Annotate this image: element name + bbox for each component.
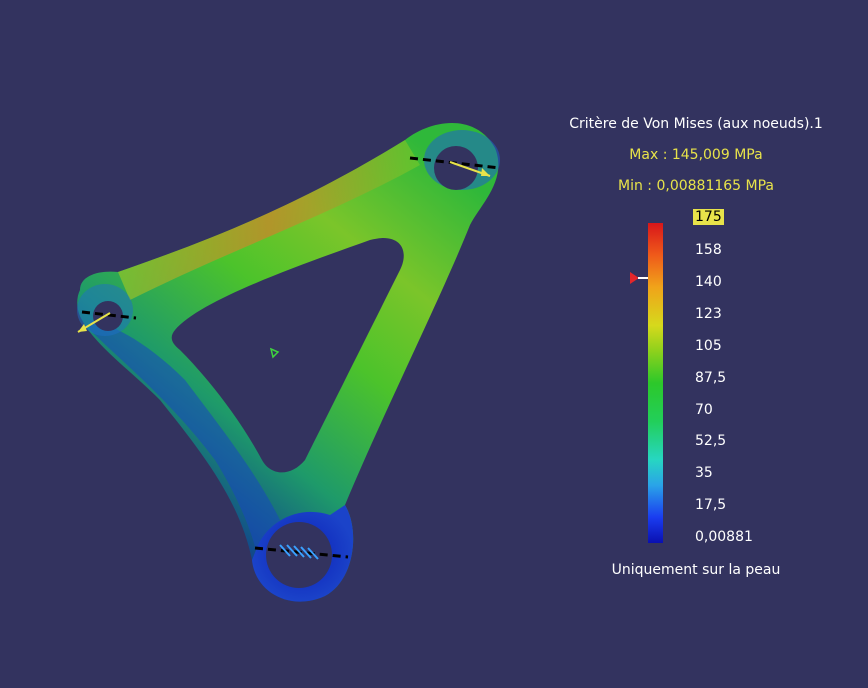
threshold-marker-line bbox=[638, 277, 648, 279]
lower-left-low-stress bbox=[90, 320, 280, 560]
threshold-marker-icon[interactable] bbox=[630, 272, 639, 284]
legend-title: Critère de Von Mises (aux noeuds).1 bbox=[569, 116, 823, 132]
scale-label-123: 123 bbox=[695, 306, 722, 322]
part-model[interactable] bbox=[77, 123, 501, 602]
scale-label-35: 35 bbox=[695, 465, 713, 481]
scale-label-70: 70 bbox=[695, 402, 713, 418]
clamp-symbol-bottom bbox=[279, 544, 319, 560]
scale-label-min: 0,00881 bbox=[695, 529, 753, 545]
scale-label-175: 175 bbox=[693, 209, 724, 225]
legend-footer: Uniquement sur la peau bbox=[611, 562, 781, 578]
scale-label-17-5: 17,5 bbox=[695, 497, 727, 513]
legend-min-value: Min : 0,00881165 MPa bbox=[618, 178, 774, 194]
scale-label-158: 158 bbox=[695, 242, 722, 258]
scale-label-52-5: 52,5 bbox=[695, 433, 727, 449]
scale-label-87-5: 87,5 bbox=[695, 370, 727, 386]
legend-max-value: Max : 145,009 MPa bbox=[629, 147, 763, 163]
scale-label-105: 105 bbox=[695, 338, 722, 354]
restraint-line-bottom bbox=[254, 546, 349, 559]
axis-triad bbox=[269, 347, 280, 359]
hole-top-right bbox=[434, 146, 478, 190]
top-arm-stress bbox=[118, 140, 420, 300]
load-arrowhead-left bbox=[78, 324, 87, 332]
scale-label-140: 140 bbox=[695, 274, 722, 290]
hole-bottom bbox=[266, 522, 332, 588]
inner-cutout bbox=[171, 238, 404, 473]
restraint-line-left bbox=[81, 310, 137, 320]
color-scale-bar[interactable] bbox=[648, 223, 663, 543]
load-arrowhead-top bbox=[481, 168, 490, 176]
